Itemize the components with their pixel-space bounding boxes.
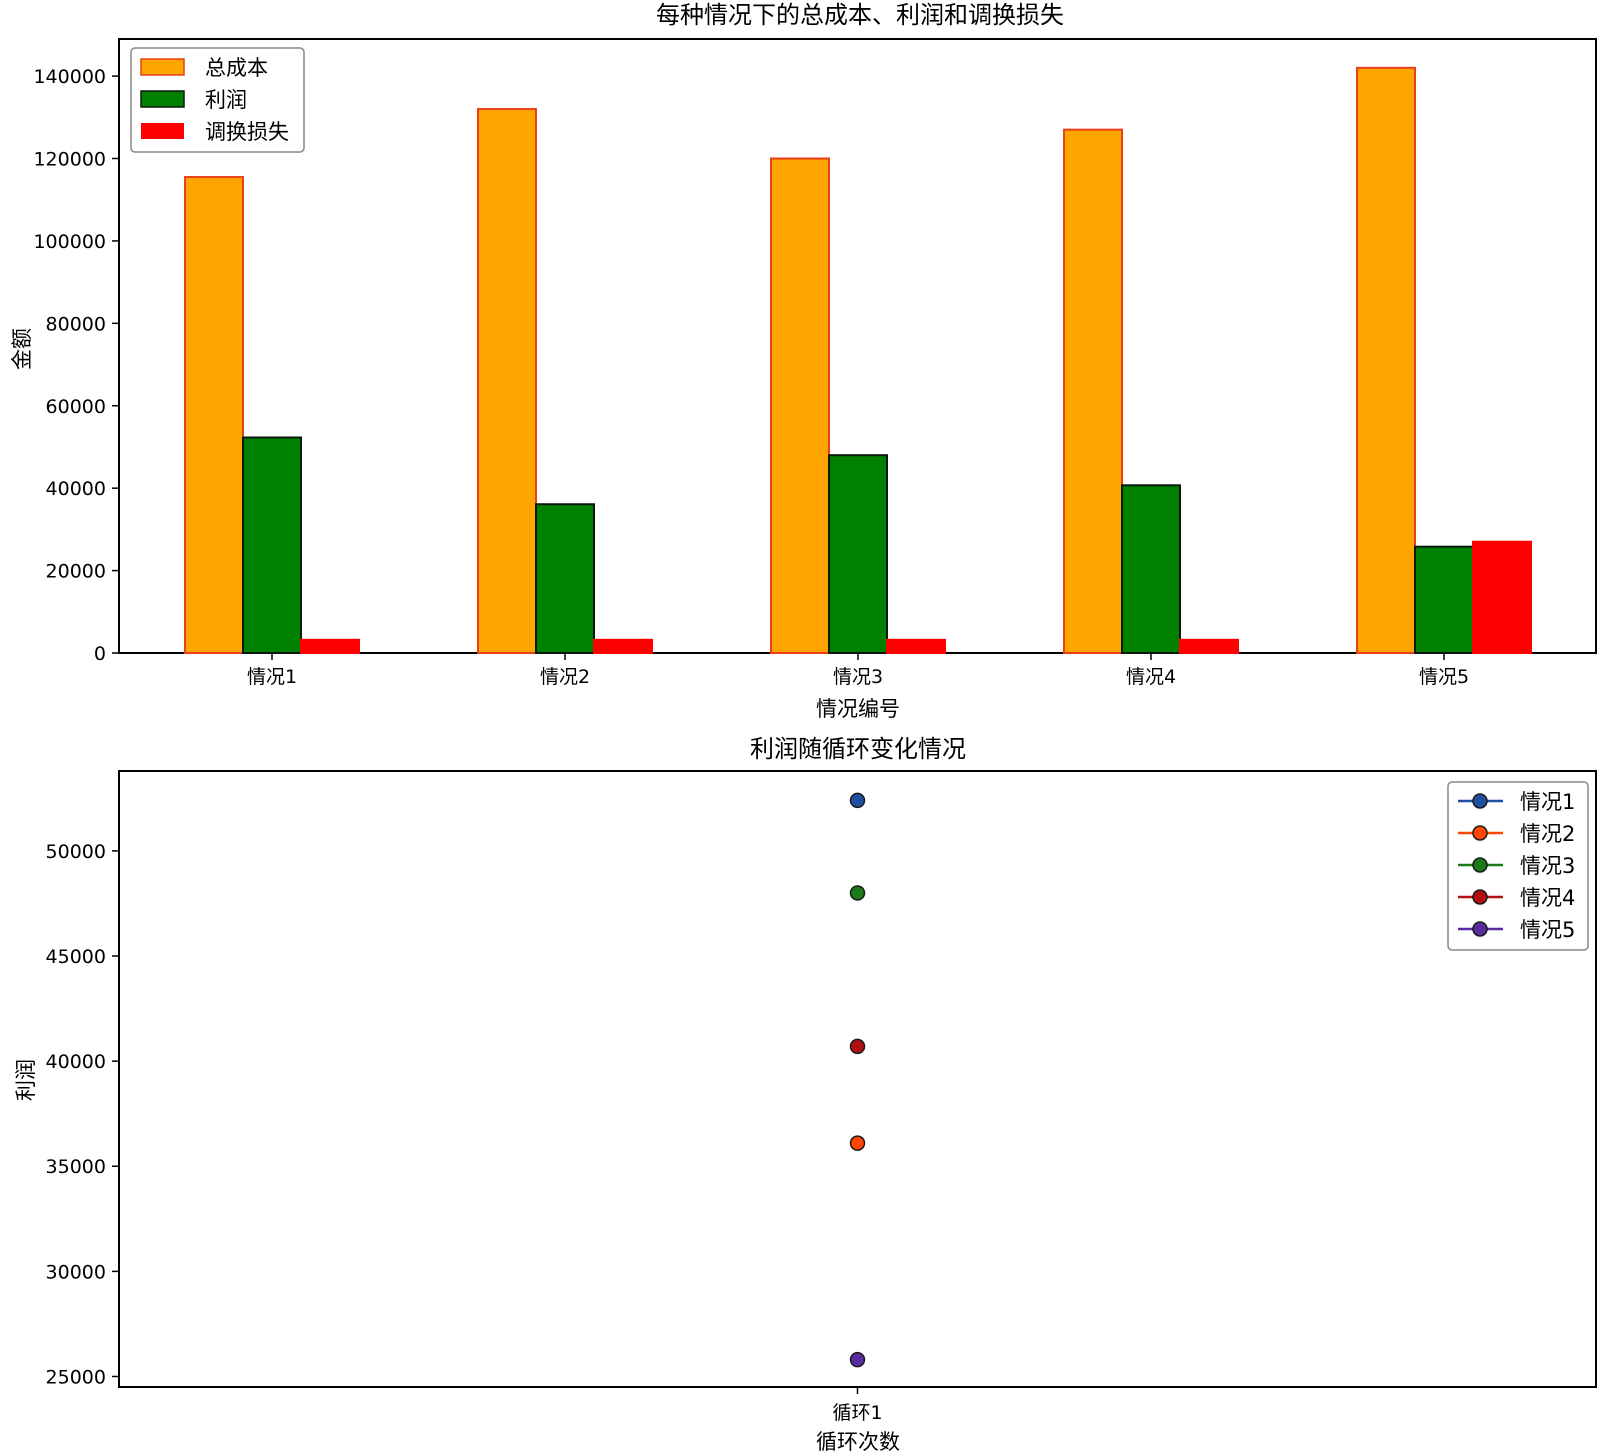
bar-x-tick-label: 情况3 [833, 666, 883, 688]
bar-cost-4 [1063, 128, 1123, 654]
bar-chart-x-label: 情况编号 [816, 697, 900, 721]
bar-profit-2 [535, 503, 595, 654]
bar-x-tick-label: 情况5 [1419, 666, 1469, 688]
scatter-legend-marker-5 [1472, 921, 1488, 937]
scatter-legend-marker-1 [1472, 793, 1488, 809]
scatter-chart-plot-area [118, 770, 1597, 1388]
scatter-chart-x-axis: 循环1 [832, 1387, 883, 1424]
bar-chart-x-axis: 情况1 情况2 情况3 情况4 情况5 [247, 653, 1469, 688]
bar-y-tick-label: 80000 [46, 313, 106, 335]
scatter-y-tick-label: 40000 [46, 1051, 106, 1073]
bar-cost-5 [1356, 66, 1416, 654]
bar-profit-3 [828, 454, 888, 655]
bar-cost-2 [477, 108, 537, 654]
bar-loss-4 [1179, 638, 1239, 654]
bar-chart-title: 每种情况下的总成本、利润和调换损失 [656, 1, 1064, 29]
scatter-legend-label-5: 情况5 [1520, 918, 1575, 942]
bar-x-tick-label: 情况2 [540, 666, 590, 688]
scatter-chart-title: 利润随循环变化情况 [750, 735, 966, 763]
bar-profit-5 [1414, 545, 1474, 655]
scatter-legend-label-3: 情况3 [1520, 854, 1575, 878]
bar-y-tick-label: 60000 [46, 396, 106, 418]
scatter-legend-marker-2 [1472, 825, 1488, 841]
bar-legend-label-profit: 利润 [205, 88, 247, 112]
bar-x-tick-label: 情况4 [1126, 666, 1176, 688]
bar-profit-1 [242, 436, 302, 654]
scatter-point-5 [849, 1351, 866, 1368]
scatter-chart: 利润随循环变化情况 25000 30000 35000 40000 45000 50000… [14, 735, 1597, 1454]
scatter-legend-marker-3 [1472, 857, 1488, 873]
scatter-point-4 [849, 1038, 866, 1055]
bar-legend-label-loss: 调换损失 [205, 120, 289, 144]
bar-y-tick-label: 20000 [46, 561, 106, 583]
scatter-y-tick-label: 35000 [46, 1156, 106, 1178]
bar-y-tick-label: 0 [94, 643, 106, 665]
bar-y-tick-label: 100000 [33, 231, 106, 253]
scatter-legend-marker-4 [1472, 889, 1488, 905]
bar-cost-1 [184, 176, 244, 655]
scatter-chart-x-label: 循环次数 [816, 1430, 900, 1454]
bar-legend-label-cost: 总成本 [205, 56, 268, 80]
scatter-point-1 [849, 792, 866, 809]
scatter-y-tick-label: 45000 [46, 946, 106, 968]
bar-chart-y-label: 金额 [10, 328, 34, 370]
scatter-point-2 [849, 1135, 866, 1151]
bar-x-tick-label: 情况1 [247, 666, 297, 688]
bar-loss-2 [593, 638, 653, 654]
bar-loss-3 [886, 638, 946, 654]
bar-cost-3 [770, 157, 830, 654]
bar-y-tick-label: 40000 [46, 478, 106, 500]
bar-legend-swatch-loss [141, 123, 184, 139]
scatter-chart-y-label: 利润 [14, 1059, 38, 1101]
scatter-legend-frame [1447, 781, 1589, 951]
bar-chart-bars [184, 66, 1532, 655]
scatter-legend-label-1: 情况1 [1520, 790, 1575, 814]
bar-y-tick-label: 120000 [33, 149, 106, 171]
bar-chart: 每种情况下的总成本、利润和调换损失 0 20000 40000 60000 80000 1… [10, 1, 1597, 721]
bar-profit-4 [1121, 484, 1181, 655]
scatter-x-tick-label: 循环1 [832, 1402, 882, 1424]
bar-chart-legend: 总成本 利润 调换损失 [130, 47, 305, 153]
bar-legend-swatch-cost [140, 58, 185, 76]
bar-chart-y-axis: 0 20000 40000 60000 80000 100000 120000 140000 [33, 66, 119, 665]
scatter-y-tick-label: 25000 [46, 1366, 106, 1388]
scatter-chart-y-axis: 25000 30000 35000 40000 45000 50000 [46, 841, 119, 1388]
scatter-chart-legend: 情况1 情况2 情况3 情况4 情况5 [1447, 781, 1589, 951]
scatter-legend-label-4: 情况4 [1520, 886, 1575, 910]
bar-y-tick-label: 140000 [33, 66, 106, 88]
bar-loss-1 [300, 638, 360, 654]
scatter-y-tick-label: 30000 [46, 1261, 106, 1283]
scatter-legend-label-2: 情况2 [1520, 822, 1575, 846]
bar-loss-5 [1472, 540, 1532, 655]
scatter-y-tick-label: 50000 [46, 841, 106, 863]
bar-legend-swatch-profit [140, 90, 185, 108]
scatter-chart-points [849, 792, 866, 1368]
scatter-point-3 [849, 885, 866, 901]
